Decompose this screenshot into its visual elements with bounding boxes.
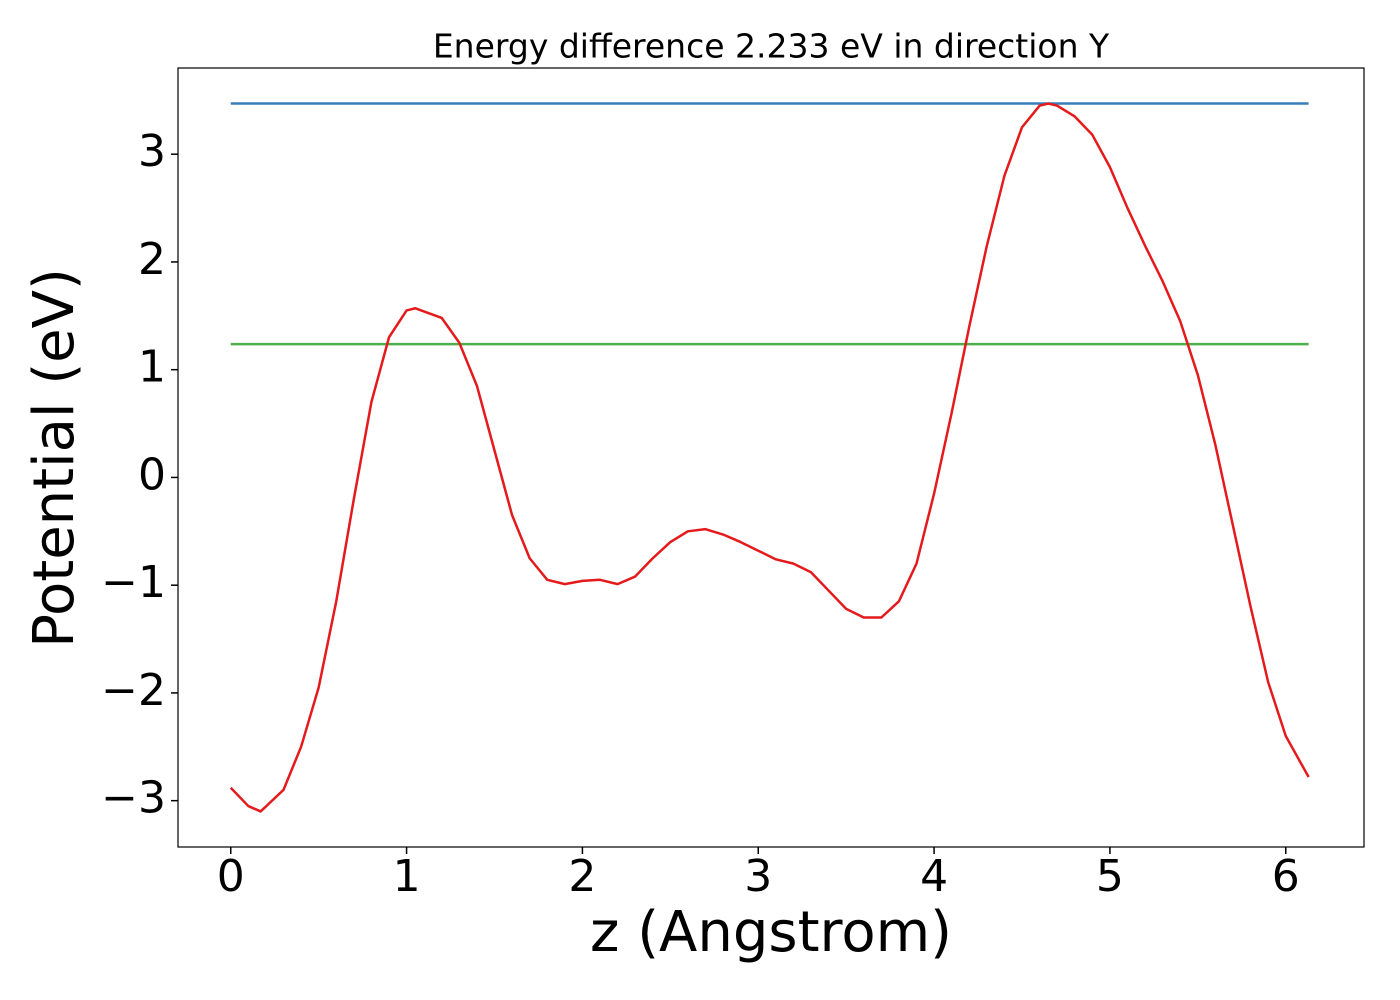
y-axis-label: Potential (eV) <box>22 268 87 648</box>
x-tick-label: 2 <box>568 851 596 902</box>
y-tick-label: 2 <box>138 234 166 285</box>
plot-frame <box>177 67 1365 848</box>
x-tick-label: 3 <box>744 851 772 902</box>
x-tick-label: 0 <box>217 851 245 902</box>
y-tick-label: −2 <box>101 665 166 716</box>
y-tick-label: 0 <box>138 449 166 500</box>
y-tick-label: −3 <box>101 773 166 824</box>
x-tick-label: 4 <box>920 851 948 902</box>
line <box>229 102 1310 813</box>
chart-title: Energy difference 2.233 eV in direction … <box>433 27 1110 66</box>
y-tick-label: 3 <box>138 126 166 177</box>
x-tick-label: 6 <box>1272 851 1300 902</box>
y-tick-label: −1 <box>101 557 166 608</box>
x-tick-label: 5 <box>1096 851 1124 902</box>
y-tick-label: 1 <box>138 342 166 393</box>
x-axis-label: z (Angstrom) <box>590 900 952 965</box>
x-tick-label: 1 <box>393 851 421 902</box>
